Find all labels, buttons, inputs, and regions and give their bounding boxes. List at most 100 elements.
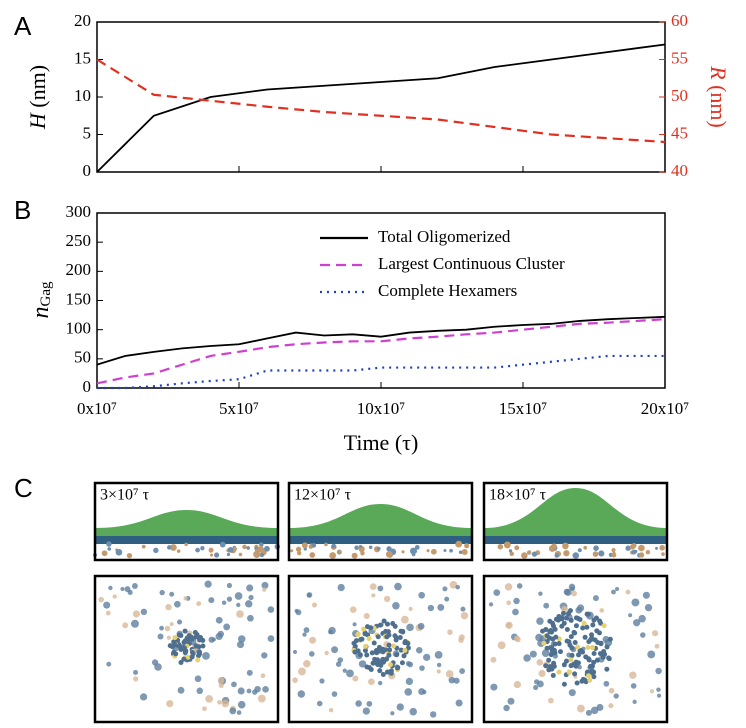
- lattice-blob: [229, 707, 237, 715]
- lattice-blob: [631, 598, 640, 607]
- lattice-blob: [507, 697, 515, 705]
- cluster-blob: [386, 642, 392, 648]
- cluster-blob: [585, 644, 591, 650]
- lattice-blob: [236, 640, 245, 649]
- lattice-blob: [406, 623, 414, 632]
- y2-tick-label: 60: [671, 11, 688, 30]
- cluster-blob: [368, 625, 374, 631]
- lattice-blob: [548, 697, 554, 704]
- cluster-blob: [401, 653, 407, 659]
- cluster-blob: [374, 657, 380, 663]
- cluster-blob: [540, 628, 546, 634]
- protein-blob: [577, 548, 582, 553]
- lattice-blob: [576, 604, 585, 612]
- lattice-blob: [236, 710, 242, 715]
- lattice-blob: [183, 596, 188, 601]
- y2-tick-label: 40: [671, 161, 688, 180]
- cluster-blob: [584, 611, 590, 617]
- lattice-blob: [302, 632, 307, 637]
- lattice-blob: [337, 657, 344, 663]
- lattice-blob: [383, 595, 391, 603]
- protein-blob: [554, 553, 559, 558]
- y-tick-label: 5: [83, 123, 92, 142]
- lattice-blob: [394, 582, 402, 591]
- cluster-blob: [395, 665, 401, 671]
- cluster-blob: [381, 659, 387, 665]
- protein-blob: [106, 541, 112, 547]
- lattice-blob: [154, 663, 162, 671]
- lattice-blob: [538, 591, 543, 596]
- legend-label: Largest Continuous Cluster: [378, 254, 565, 273]
- lattice-blob: [252, 689, 258, 695]
- lattice-blob: [246, 669, 253, 676]
- lattice-blob: [202, 652, 210, 660]
- x-tick-label: 5x10⁷: [219, 399, 259, 418]
- protein-blob: [661, 552, 665, 556]
- cluster-blob: [171, 649, 177, 655]
- protein-blob: [184, 542, 188, 547]
- lattice-blob: [218, 682, 224, 688]
- y-tick-label: 200: [66, 260, 92, 279]
- snapshot-label: 18×10⁷ τ: [489, 487, 547, 504]
- lattice-blob: [427, 604, 435, 612]
- y-axis-label-main: n: [28, 307, 54, 319]
- lattice-blob: [246, 584, 254, 592]
- snapshot-label: 3×10⁷ τ: [100, 487, 150, 504]
- cluster-blob: [544, 645, 550, 651]
- cluster-blob: [566, 611, 572, 617]
- lattice-blob: [504, 583, 513, 591]
- lattice-blob: [611, 589, 616, 595]
- protein-blob: [329, 552, 337, 559]
- cluster-blob: [398, 647, 404, 653]
- cluster-blob: [547, 629, 553, 635]
- protein-blob: [238, 552, 243, 557]
- cluster-blob: [590, 645, 596, 651]
- legend-label: Total Oligomerized: [378, 227, 511, 246]
- snapshot-top-frame: [287, 574, 474, 724]
- lattice-blob: [533, 684, 539, 691]
- cluster-blob: [582, 634, 588, 640]
- cluster-blob: [572, 671, 578, 677]
- lattice-blob: [217, 677, 225, 684]
- protein-blob: [426, 549, 430, 553]
- cluster-blob: [185, 654, 191, 660]
- lattice-blob: [362, 707, 370, 715]
- lattice-blob: [215, 616, 223, 624]
- y-tick-label: 10: [74, 86, 91, 105]
- lattice-blob: [523, 654, 531, 662]
- lattice-blob: [640, 632, 646, 638]
- lattice-blob: [506, 600, 511, 606]
- lattice-blob: [538, 669, 546, 678]
- cluster-blob: [583, 654, 589, 660]
- lattice-blob: [309, 636, 317, 644]
- panel-c: 3×10⁷ τ 12×10⁷ τ 18×10⁷ τ: [92, 481, 669, 724]
- protein-blob: [449, 548, 453, 553]
- lattice-blob: [529, 650, 537, 658]
- lattice-blob: [642, 591, 650, 599]
- protein-blob: [562, 542, 569, 550]
- lattice-blob: [503, 704, 510, 712]
- lattice-blob: [436, 662, 442, 668]
- series-line: [96, 58, 666, 144]
- y2-tick-label: 45: [671, 123, 688, 142]
- lattice-blob: [261, 652, 268, 659]
- legend-label: Complete Hexamers: [378, 281, 517, 300]
- y-axis-label-unit: (nm): [25, 65, 50, 108]
- lattice-blob: [306, 592, 313, 598]
- lattice-blob: [455, 584, 460, 590]
- cluster-blob: [181, 656, 187, 662]
- protein-blob: [324, 542, 328, 547]
- protein-blob: [311, 543, 317, 548]
- lattice-blob: [585, 709, 592, 716]
- protein-blob: [246, 546, 251, 550]
- cluster-blob: [193, 634, 199, 640]
- cluster-blob: [552, 626, 558, 632]
- lattice-blob: [352, 622, 357, 627]
- lattice-blob: [331, 646, 339, 654]
- protein-blob: [638, 544, 645, 552]
- lattice-blob: [405, 677, 414, 686]
- protein-blob: [141, 544, 146, 549]
- cluster-blob: [167, 643, 173, 649]
- lattice-blob: [628, 613, 633, 618]
- lattice-blob: [541, 649, 550, 657]
